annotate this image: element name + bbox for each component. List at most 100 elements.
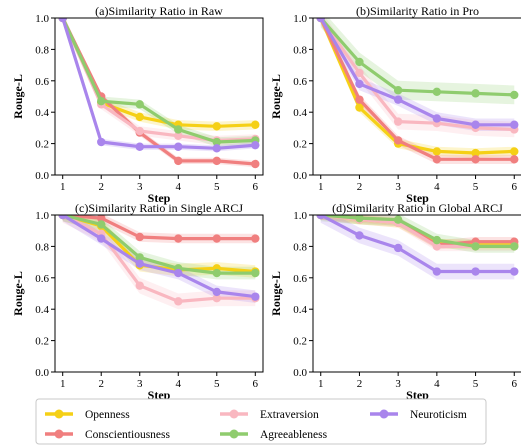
data-point-conscientiousness bbox=[212, 234, 221, 243]
subplot-title: (b)Similarity Ratio in Pro bbox=[356, 4, 479, 18]
data-point-agreeableness bbox=[251, 268, 260, 278]
legend-label: Conscientiousness bbox=[85, 429, 170, 441]
data-point-conscientiousness bbox=[174, 156, 183, 166]
data-point-conscientiousness bbox=[510, 155, 519, 164]
x-tick-label: 6 bbox=[512, 181, 518, 193]
data-point-neuroticism bbox=[510, 120, 519, 129]
y-tick-label: 0.6 bbox=[293, 76, 307, 88]
y-tick-label: 0.0 bbox=[35, 170, 49, 182]
data-point-agreeableness bbox=[212, 268, 221, 278]
data-point-conscientiousness bbox=[432, 155, 442, 164]
series-line-neuroticism bbox=[319, 215, 515, 274]
subplot-title: (c)Similarity Ratio in Single ARCJ bbox=[75, 201, 243, 215]
subplot-title: (d)Similarity Ratio in Global ARCJ bbox=[332, 201, 503, 215]
data-point-neuroticism bbox=[174, 268, 183, 278]
x-tick-label: 1 bbox=[318, 181, 324, 193]
data-point-neuroticism bbox=[393, 243, 403, 253]
y-tick-label: 0.2 bbox=[35, 139, 49, 151]
y-tick-label: 1.0 bbox=[293, 210, 307, 222]
subplot-1: 0.0 0.2 0.4 0.6 0.8 1.0 1 2 3 4 5 6 (a)Similarity Ra… bbox=[11, 4, 264, 205]
x-tick-label: 4 bbox=[434, 181, 440, 193]
data-point-neuroticism bbox=[355, 79, 364, 89]
x-tick-label: 3 bbox=[137, 181, 143, 193]
x-tick-label: 1 bbox=[60, 181, 66, 193]
data-point-agreeableness bbox=[393, 86, 403, 95]
x-tick-label: 1 bbox=[318, 378, 324, 390]
plot-area bbox=[316, 18, 519, 164]
y-axis-label: Rouge-L bbox=[11, 271, 25, 316]
data-point-extraversion bbox=[432, 242, 442, 251]
axes-frame bbox=[54, 214, 264, 373]
legend-swatch-marker bbox=[379, 409, 389, 419]
data-point-conscientiousness bbox=[355, 95, 364, 104]
data-point-neuroticism bbox=[135, 259, 144, 268]
y-tick-label: 0.0 bbox=[35, 367, 49, 379]
series-line-agreeableness bbox=[62, 215, 256, 275]
data-point-neuroticism bbox=[212, 144, 221, 153]
data-point-neuroticism bbox=[510, 267, 519, 276]
data-point-conscientiousness bbox=[135, 232, 144, 242]
y-tick-label: 0.4 bbox=[293, 107, 307, 119]
band-extraversion bbox=[62, 18, 256, 146]
data-point-conscientiousness bbox=[212, 156, 221, 166]
axes-frame bbox=[54, 17, 264, 176]
data-point-openness bbox=[135, 112, 144, 122]
data-point-agreeableness bbox=[510, 242, 519, 251]
data-point-neuroticism bbox=[251, 140, 260, 150]
data-point-neuroticism bbox=[471, 267, 480, 276]
data-point-extraversion bbox=[174, 297, 183, 306]
y-tick-label: 0.8 bbox=[293, 241, 307, 253]
data-point-neuroticism bbox=[471, 120, 480, 129]
data-point-extraversion bbox=[393, 117, 403, 126]
x-tick-label: 3 bbox=[137, 378, 143, 390]
plot-area bbox=[58, 215, 260, 310]
legend-entry-extraversion: Extraversion bbox=[220, 409, 319, 421]
data-point-extraversion bbox=[135, 281, 144, 290]
y-tick-label: 0.0 bbox=[293, 367, 307, 379]
data-point-neuroticism bbox=[432, 267, 442, 276]
y-tick-label: 1.0 bbox=[35, 13, 49, 25]
data-point-neuroticism bbox=[316, 215, 325, 220]
x-tick-label: 4 bbox=[176, 181, 182, 193]
plot-area bbox=[58, 18, 260, 169]
series-line-neuroticism bbox=[61, 215, 256, 299]
data-point-conscientiousness bbox=[251, 234, 260, 243]
legend-label: Extraversion bbox=[260, 409, 319, 421]
data-point-neuroticism bbox=[393, 95, 403, 104]
x-tick-label: 6 bbox=[253, 181, 259, 193]
data-point-neuroticism bbox=[251, 292, 260, 301]
legend-swatch-marker bbox=[54, 429, 64, 439]
data-point-openness bbox=[355, 103, 364, 112]
data-point-neuroticism bbox=[97, 137, 106, 147]
data-point-conscientiousness bbox=[393, 136, 403, 145]
data-point-openness bbox=[251, 120, 260, 129]
data-point-extraversion bbox=[174, 131, 183, 140]
data-point-agreeableness bbox=[355, 57, 364, 67]
y-tick-label: 0.8 bbox=[35, 241, 49, 253]
x-tick-label: 1 bbox=[60, 378, 66, 390]
band-neuroticism bbox=[320, 215, 515, 280]
series-line-conscientiousness bbox=[319, 18, 515, 161]
series-line-agreeableness bbox=[320, 215, 515, 248]
x-tick-label: 3 bbox=[395, 378, 401, 390]
y-tick-label: 1.0 bbox=[35, 210, 49, 222]
data-point-agreeableness bbox=[393, 215, 403, 224]
data-point-conscientiousness bbox=[251, 159, 260, 169]
legend-swatch-marker bbox=[229, 409, 239, 419]
x-tick-label: 2 bbox=[98, 181, 104, 193]
data-point-extraversion bbox=[135, 126, 144, 136]
data-point-openness bbox=[212, 122, 221, 131]
y-tick-label: 0.4 bbox=[35, 107, 49, 119]
data-point-agreeableness bbox=[135, 100, 144, 109]
y-tick-label: 0.6 bbox=[35, 273, 49, 285]
series-line-agreeableness bbox=[319, 18, 515, 97]
data-point-agreeableness bbox=[135, 253, 144, 262]
data-point-agreeableness bbox=[355, 215, 364, 223]
data-point-neuroticism bbox=[212, 287, 221, 297]
legend-entry-conscientiousness: Conscientiousness bbox=[45, 429, 170, 441]
x-tick-label: 5 bbox=[214, 378, 220, 390]
legend-box bbox=[35, 398, 487, 445]
x-tick-label: 2 bbox=[357, 378, 363, 390]
panels: 0.0 0.2 0.4 0.6 0.8 1.0 1 2 3 4 5 6 (a)Similarity Ra… bbox=[11, 4, 521, 402]
